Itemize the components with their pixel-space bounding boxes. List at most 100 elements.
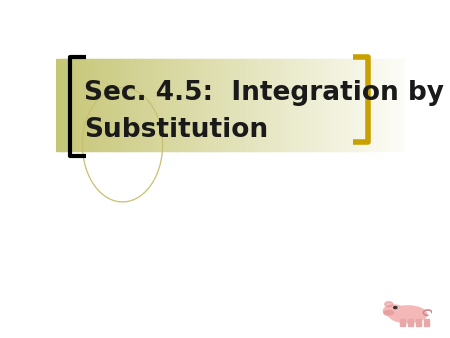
Bar <box>233 59 236 151</box>
Bar <box>249 59 252 151</box>
Bar <box>235 59 239 151</box>
Bar <box>128 59 131 151</box>
Bar <box>338 59 341 151</box>
Bar <box>284 59 287 151</box>
Bar <box>205 59 208 151</box>
Bar <box>342 59 345 151</box>
Bar <box>168 59 171 151</box>
Bar <box>177 59 180 151</box>
Bar <box>347 59 350 151</box>
Ellipse shape <box>389 306 427 323</box>
Bar <box>184 59 187 151</box>
Bar <box>207 59 211 151</box>
Bar <box>149 59 152 151</box>
Bar <box>112 59 115 151</box>
Bar <box>175 59 178 151</box>
Bar <box>416 319 421 326</box>
Bar <box>91 59 94 151</box>
Bar <box>77 59 80 151</box>
Bar <box>261 59 264 151</box>
Bar <box>100 59 104 151</box>
Bar <box>305 59 308 151</box>
Bar <box>321 59 324 151</box>
Bar <box>94 59 96 151</box>
Bar <box>282 59 285 151</box>
Bar <box>140 59 143 151</box>
Bar <box>359 59 361 151</box>
Bar <box>152 59 155 151</box>
Bar <box>424 319 429 326</box>
Bar <box>219 59 222 151</box>
Circle shape <box>394 307 397 309</box>
Bar <box>245 59 248 151</box>
Bar <box>273 59 275 151</box>
Bar <box>170 59 173 151</box>
Bar <box>68 59 71 151</box>
Bar <box>105 59 108 151</box>
Bar <box>258 59 261 151</box>
Bar <box>75 59 78 151</box>
Bar <box>108 59 110 151</box>
Bar <box>382 59 385 151</box>
Bar <box>135 59 138 151</box>
Bar <box>379 59 382 151</box>
Bar <box>142 59 145 151</box>
Bar <box>133 59 136 151</box>
Bar <box>314 59 317 151</box>
Bar <box>80 59 82 151</box>
Bar <box>119 59 122 151</box>
Bar <box>398 59 401 151</box>
Bar <box>340 59 343 151</box>
Bar <box>252 59 255 151</box>
Bar <box>117 59 120 151</box>
Ellipse shape <box>384 310 394 315</box>
Bar <box>186 59 189 151</box>
Bar <box>396 59 399 151</box>
Bar <box>98 59 101 151</box>
Bar <box>84 59 87 151</box>
Bar <box>354 59 357 151</box>
Bar <box>400 59 403 151</box>
Bar <box>370 59 373 151</box>
Bar <box>202 59 206 151</box>
Bar <box>270 59 273 151</box>
Bar <box>310 59 313 151</box>
Bar <box>335 59 338 151</box>
Bar <box>393 59 396 151</box>
Bar <box>126 59 129 151</box>
Bar <box>375 59 378 151</box>
Bar <box>130 59 134 151</box>
Bar <box>361 59 364 151</box>
Text: Sec. 4.5:  Integration by: Sec. 4.5: Integration by <box>84 80 444 105</box>
Bar <box>147 59 150 151</box>
Bar <box>182 59 185 151</box>
Bar <box>103 59 106 151</box>
Bar <box>191 59 194 151</box>
Bar <box>154 59 157 151</box>
Bar <box>86 59 90 151</box>
Bar <box>138 59 141 151</box>
Bar <box>324 59 327 151</box>
Bar <box>328 59 331 151</box>
Bar <box>333 59 336 151</box>
Bar <box>110 59 113 151</box>
Text: Substitution: Substitution <box>84 117 268 143</box>
Bar <box>303 59 306 151</box>
Bar <box>158 59 162 151</box>
Bar <box>217 59 220 151</box>
Bar <box>144 59 148 151</box>
Bar <box>166 59 169 151</box>
Bar <box>254 59 257 151</box>
Bar <box>156 59 159 151</box>
Bar <box>351 59 355 151</box>
Bar <box>72 59 76 151</box>
Bar <box>349 59 352 151</box>
Bar <box>230 59 234 151</box>
Bar <box>293 59 297 151</box>
Bar <box>345 59 347 151</box>
Bar <box>63 59 66 151</box>
Bar <box>279 59 283 151</box>
Bar <box>198 59 201 151</box>
Bar <box>373 59 375 151</box>
Bar <box>298 59 301 151</box>
